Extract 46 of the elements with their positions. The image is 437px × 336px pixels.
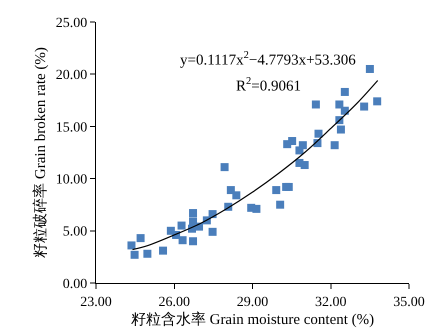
x-axis-title: 籽粒含水率 Grain moisture content (%) (130, 310, 374, 328)
point (189, 217, 198, 226)
point (288, 137, 296, 146)
annotation: R$^{2}$=0.9061 (236, 76, 301, 94)
point (335, 100, 344, 108)
y-tick-label: 25.00 (56, 16, 88, 31)
point (189, 209, 198, 218)
x-tick-label: 35.00 (393, 294, 425, 310)
point (340, 106, 349, 115)
point (340, 88, 349, 96)
point (298, 141, 307, 150)
y-tick-label: 0.00 (62, 276, 88, 292)
y-tick-label: 5.00 (62, 224, 88, 240)
point (178, 236, 187, 244)
point (178, 222, 186, 230)
x-tick-label: 23.00 (80, 294, 112, 310)
point (284, 182, 293, 191)
point (130, 250, 139, 259)
point (312, 100, 320, 108)
point (373, 97, 382, 106)
point (127, 241, 136, 250)
y-tick-label: 10.00 (56, 172, 88, 188)
point (220, 163, 229, 172)
point (159, 246, 168, 255)
y-axis-title: 籽粒破碎率 Grain broken rate (%) (32, 47, 49, 258)
annotation: y=0.1117x$^{2}$−4.7793x+53.306 (180, 50, 356, 68)
point (276, 200, 284, 209)
point (360, 102, 368, 111)
point (272, 186, 280, 194)
point (232, 191, 240, 200)
x-tick-label: 32.00 (315, 294, 346, 310)
point (314, 130, 322, 138)
point (208, 228, 217, 236)
x-tick-label: 29.00 (236, 294, 268, 310)
point (336, 126, 345, 134)
point (136, 234, 145, 242)
point (252, 204, 260, 213)
point (143, 250, 152, 258)
point (226, 186, 235, 194)
point (330, 141, 339, 150)
y-tick-label: 15.00 (56, 120, 88, 136)
x-tick-label: 26.00 (158, 294, 190, 310)
y-tick-label: 20.00 (56, 68, 88, 84)
point (300, 161, 309, 170)
point (189, 237, 198, 246)
point (366, 64, 374, 73)
